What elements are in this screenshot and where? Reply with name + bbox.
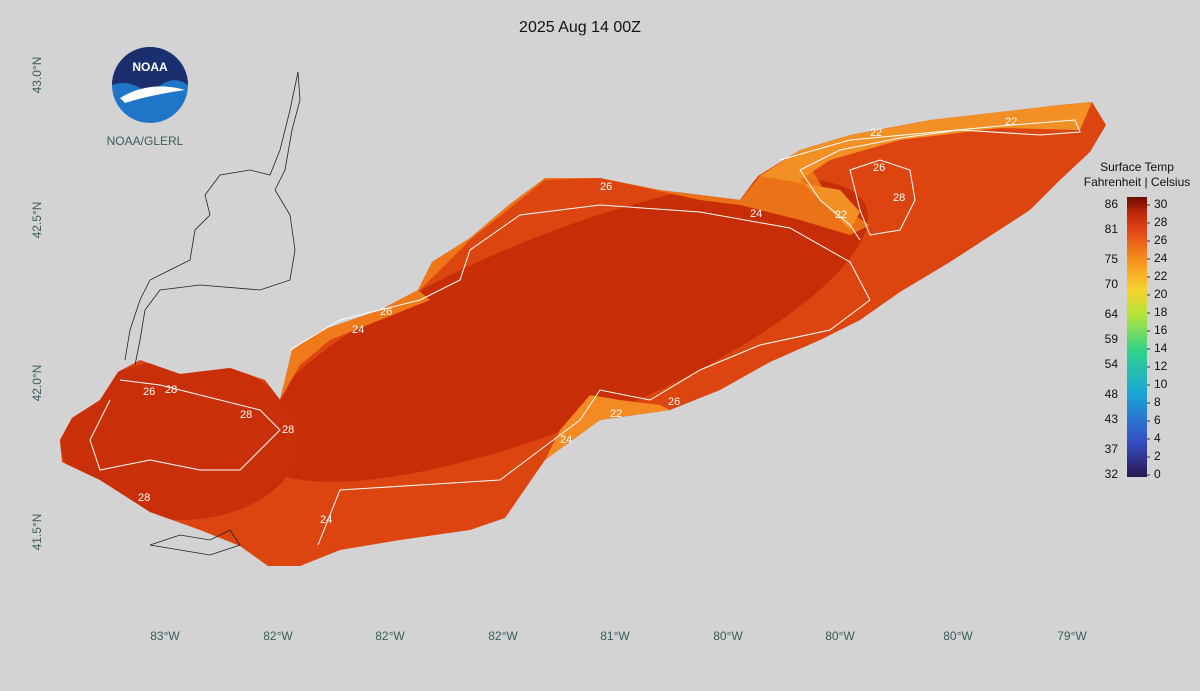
- contour-label: 26: [380, 306, 392, 318]
- celsius-label: 30: [1154, 197, 1168, 211]
- celsius-label: 18: [1154, 305, 1168, 319]
- celsius-label: 2: [1154, 449, 1161, 463]
- celsius-label: 26: [1154, 233, 1168, 247]
- lake-st-clair-outline: [124, 71, 301, 556]
- celsius-label: 24: [1154, 251, 1168, 265]
- contour-label: 22: [870, 127, 882, 139]
- colorbar-title: Surface Temp: [1100, 160, 1174, 174]
- celsius-label: 6: [1154, 413, 1161, 427]
- contour-label-group: 26 28 28 28 24 24 26 24 22 26 22 22 26 2…: [138, 116, 1017, 526]
- longitude-label: 80°W: [825, 629, 855, 643]
- latitude-label: 41.5°N: [30, 514, 44, 551]
- contour-label: 24: [352, 324, 364, 336]
- contour-lines: [89, 119, 1081, 546]
- celsius-label: 4: [1154, 431, 1161, 445]
- longitude-label: 80°W: [713, 629, 743, 643]
- noaa-logo: NOAA: [112, 47, 188, 123]
- logo-caption: NOAA/GLERL: [107, 134, 184, 148]
- celsius-label: 10: [1154, 377, 1168, 391]
- latitude-label: 43.0°N: [30, 57, 44, 94]
- contour-label: 28: [138, 492, 150, 504]
- longitude-label: 82°W: [263, 629, 293, 643]
- fahrenheit-label: 64: [1105, 307, 1119, 321]
- contour-label: 24: [320, 514, 332, 526]
- longitude-label: 81°W: [600, 629, 630, 643]
- contour-label: 24: [750, 208, 762, 220]
- fahrenheit-label: 81: [1105, 222, 1119, 236]
- celsius-label: 20: [1154, 287, 1168, 301]
- fahrenheit-label: 37: [1105, 442, 1119, 456]
- contour-label: 28: [240, 409, 252, 421]
- celsius-label: 22: [1154, 269, 1168, 283]
- colorbar: [1127, 197, 1147, 477]
- contour-label: 22: [610, 408, 622, 420]
- longitude-label: 79°W: [1057, 629, 1087, 643]
- colorbar-subtitle: Fahrenheit | Celsius: [1084, 175, 1191, 189]
- contour-label: 26: [143, 386, 155, 398]
- celsius-label: 28: [1154, 215, 1168, 229]
- generated-labels: 43.0°N 42.5°N 42.0°N 41.5°N 83°W 82°W 82°W 82°W…: [30, 57, 1168, 644]
- contour-label: 24: [560, 434, 572, 446]
- contour-label: 28: [282, 424, 294, 436]
- fahrenheit-label: 75: [1105, 252, 1119, 266]
- fahrenheit-label: 48: [1105, 387, 1119, 401]
- latitude-label: 42.5°N: [30, 202, 44, 239]
- celsius-label: 0: [1154, 467, 1161, 481]
- contour-label: 28: [893, 192, 905, 204]
- fahrenheit-label: 59: [1105, 332, 1119, 346]
- longitude-label: 83°W: [150, 629, 180, 643]
- latitude-label: 42.0°N: [30, 365, 44, 402]
- contour-label: 26: [668, 396, 680, 408]
- fahrenheit-label: 54: [1105, 357, 1119, 371]
- celsius-label: 14: [1154, 341, 1168, 355]
- celsius-label: 12: [1154, 359, 1168, 373]
- logo-text: NOAA: [132, 60, 168, 74]
- celsius-label: 8: [1154, 395, 1161, 409]
- longitude-label: 80°W: [943, 629, 973, 643]
- contour-label: 22: [1005, 116, 1017, 128]
- fahrenheit-label: 32: [1105, 467, 1119, 481]
- celsius-label: 16: [1154, 323, 1168, 337]
- longitude-label: 82°W: [375, 629, 405, 643]
- contour-label: 26: [600, 181, 612, 193]
- contour-label: 28: [165, 384, 177, 396]
- contour-label: 26: [873, 162, 885, 174]
- fahrenheit-label: 70: [1105, 277, 1119, 291]
- map-title: 2025 Aug 14 00Z: [519, 19, 641, 36]
- fahrenheit-label: 43: [1105, 412, 1119, 426]
- fahrenheit-label: 86: [1105, 197, 1119, 211]
- longitude-label: 82°W: [488, 629, 518, 643]
- contour-label: 22: [835, 209, 847, 221]
